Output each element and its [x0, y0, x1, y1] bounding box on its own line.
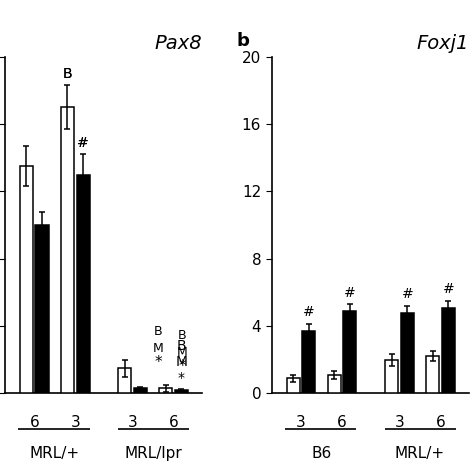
Text: MRL/lpr: MRL/lpr [124, 446, 182, 461]
Bar [61, 108, 74, 393]
Bar [36, 225, 49, 393]
Text: 6: 6 [337, 415, 347, 430]
Bar [328, 375, 341, 393]
Text: B: B [178, 329, 187, 342]
Text: B6: B6 [311, 446, 332, 461]
Bar [175, 390, 188, 393]
Text: #: # [344, 286, 356, 300]
Bar [401, 313, 414, 393]
Text: *: * [179, 359, 186, 374]
Text: Pax8: Pax8 [155, 34, 202, 53]
Text: MRL/+: MRL/+ [30, 446, 80, 461]
Text: B: B [154, 325, 163, 338]
Text: 6: 6 [169, 415, 179, 430]
Text: B
M
*: B M * [175, 338, 188, 385]
Text: Foxj1: Foxj1 [417, 34, 469, 53]
Text: 3: 3 [296, 415, 306, 430]
Bar [76, 175, 90, 393]
Bar [287, 378, 300, 393]
Text: M: M [177, 346, 188, 359]
Text: *: * [155, 355, 162, 370]
Bar [302, 331, 316, 393]
Bar [442, 308, 455, 393]
Bar [134, 388, 147, 393]
Text: MRL/+: MRL/+ [395, 446, 445, 461]
Bar [385, 360, 398, 393]
Bar [118, 368, 131, 393]
Text: 3: 3 [71, 415, 80, 430]
Text: M: M [153, 342, 164, 355]
Text: 6: 6 [29, 415, 39, 430]
Text: #: # [77, 136, 89, 150]
Text: #: # [442, 283, 454, 296]
Text: B: B [63, 67, 73, 81]
Text: 3: 3 [128, 415, 137, 430]
Text: #: # [401, 287, 413, 301]
Bar [343, 311, 356, 393]
Text: 3: 3 [395, 415, 404, 430]
Text: 6: 6 [436, 415, 446, 430]
Bar [159, 388, 173, 393]
Text: #: # [303, 305, 315, 319]
Bar [426, 356, 439, 393]
Text: B: B [63, 67, 73, 81]
Text: b: b [236, 32, 249, 50]
Text: #: # [77, 136, 89, 150]
Bar [20, 166, 33, 393]
